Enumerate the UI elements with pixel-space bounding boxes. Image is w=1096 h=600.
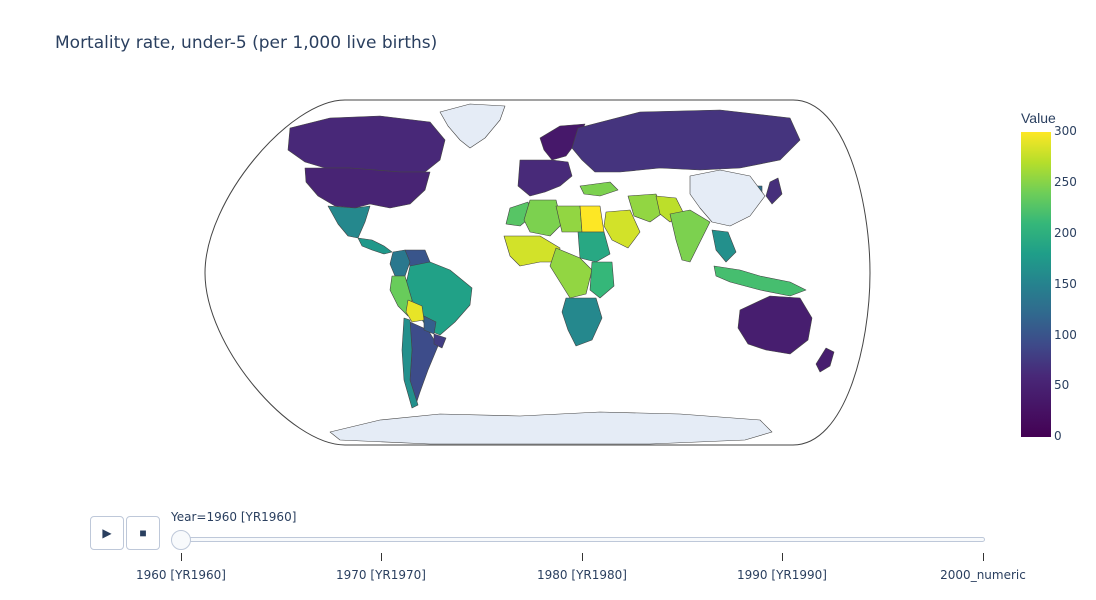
- country-chile[interactable]: [401, 317, 419, 409]
- country-west-africa[interactable]: [503, 235, 561, 267]
- colorbar-tick: 150: [1054, 277, 1077, 291]
- slider-tick: [983, 553, 984, 561]
- country-china[interactable]: [689, 169, 766, 227]
- country-russia[interactable]: [571, 109, 801, 173]
- country-peru[interactable]: [389, 275, 413, 317]
- country-algeria[interactable]: [523, 199, 563, 237]
- colorbar-title: Value: [1021, 110, 1056, 126]
- play-icon: ▶: [102, 526, 112, 540]
- country-saudi-arabia[interactable]: [603, 209, 641, 249]
- slider-step-label[interactable]: 1960 [YR1960]: [136, 568, 226, 582]
- country-southern-africa[interactable]: [561, 297, 603, 347]
- slider-rail[interactable]: [180, 537, 985, 542]
- stop-button[interactable]: ■: [126, 516, 160, 550]
- country-southeast-asia[interactable]: [711, 229, 737, 263]
- stop-icon: ■: [139, 526, 147, 540]
- country-canada[interactable]: [287, 115, 446, 173]
- country-egypt[interactable]: [579, 205, 605, 233]
- slider-tick: [181, 553, 182, 561]
- country-indonesia[interactable]: [713, 265, 807, 297]
- play-button[interactable]: ▶: [90, 516, 124, 550]
- country-antarctica[interactable]: [329, 411, 773, 445]
- countries-layer: [287, 103, 835, 445]
- colorbar-tick: 50: [1054, 378, 1070, 392]
- colorbar-tick: 200: [1054, 226, 1077, 240]
- country-united-states[interactable]: [304, 167, 431, 209]
- country-turkey[interactable]: [579, 181, 619, 197]
- slider-step-label[interactable]: 1970 [YR1970]: [336, 568, 426, 582]
- country-australia[interactable]: [737, 295, 813, 355]
- slider-current-label: Year=1960 [YR1960]: [171, 510, 297, 524]
- country-central-africa[interactable]: [549, 247, 593, 299]
- country-uruguay[interactable]: [433, 333, 447, 349]
- colorbar-tick: 0: [1054, 429, 1062, 443]
- slider-step-label[interactable]: 1990 [YR1990]: [737, 568, 827, 582]
- country-europe-west[interactable]: [517, 159, 573, 197]
- colorbar-tick: 250: [1054, 175, 1077, 189]
- slider-tick: [582, 553, 583, 561]
- country-mexico[interactable]: [327, 205, 371, 239]
- colorbar: [1021, 132, 1051, 437]
- colorbar-tick: 300: [1054, 124, 1077, 138]
- country-new-zealand[interactable]: [815, 347, 835, 373]
- slider-tick: [782, 553, 783, 561]
- colorbar-tick: 100: [1054, 328, 1077, 342]
- country-central-america[interactable]: [357, 237, 393, 255]
- country-bolivia[interactable]: [405, 299, 425, 323]
- slider-step-label[interactable]: 2000_numeric: [940, 568, 1026, 582]
- slider-tick: [381, 553, 382, 561]
- slider-handle[interactable]: [171, 530, 191, 550]
- country-japan[interactable]: [765, 177, 783, 205]
- slider-step-label[interactable]: 1980 [YR1980]: [537, 568, 627, 582]
- country-kenya[interactable]: [589, 261, 615, 299]
- country-iran[interactable]: [627, 193, 665, 223]
- country-india[interactable]: [669, 209, 711, 263]
- map-title: Mortality rate, under-5 (per 1,000 live …: [55, 33, 438, 53]
- country-greenland[interactable]: [439, 103, 506, 149]
- country-sudan[interactable]: [577, 231, 611, 263]
